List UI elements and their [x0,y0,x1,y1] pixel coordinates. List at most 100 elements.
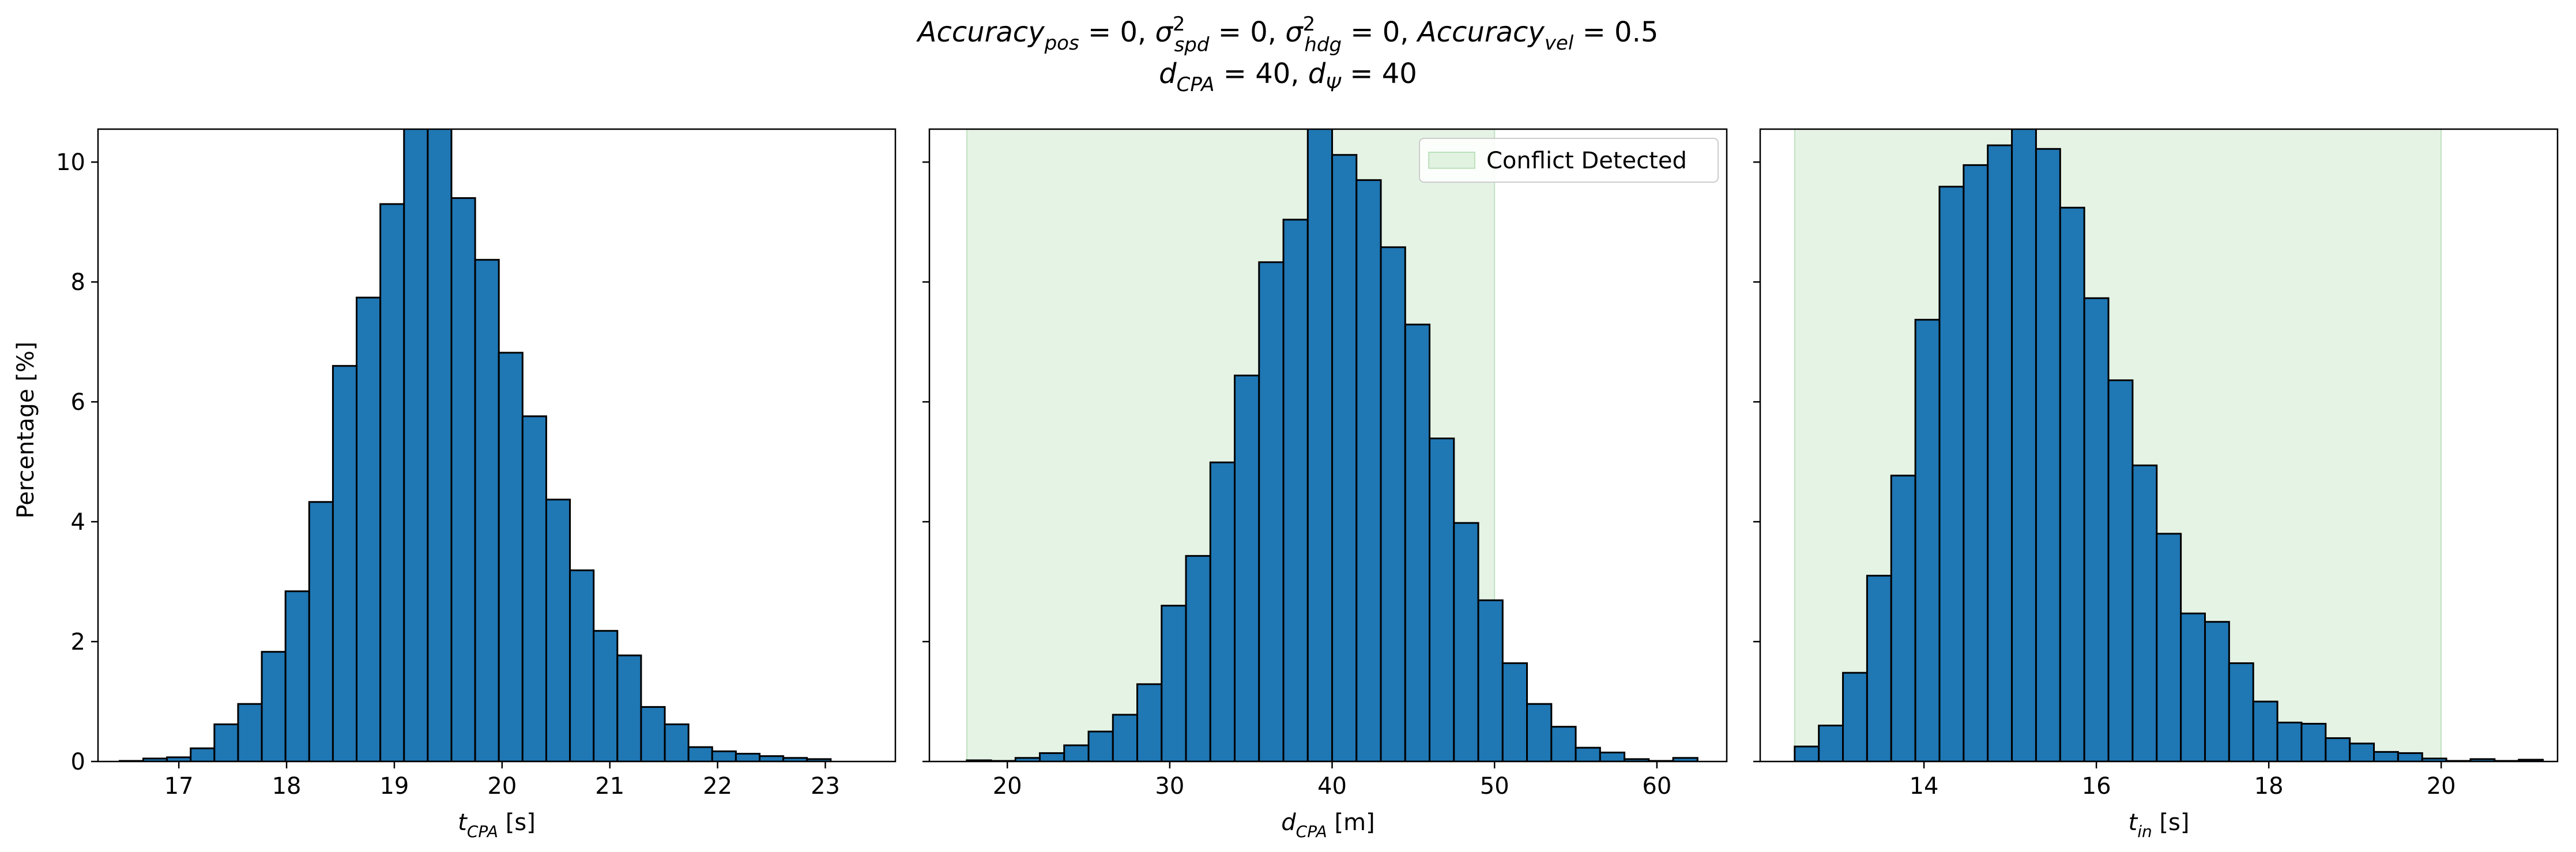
histogram-bar [2107,379,2134,761]
histogram-bar [664,723,690,761]
histogram-bar [450,197,476,761]
histogram-bar [308,501,334,761]
x-tick-label: 22 [703,773,732,800]
axes-frame [1759,128,2559,763]
y-tick-label: 6 [71,389,85,416]
plot-area [118,129,832,761]
histogram-bar [1429,438,1455,761]
histogram-bar [2204,621,2230,761]
legend: Conflict Detected [1419,138,1719,183]
histogram-bar [1039,752,1065,761]
histogram-bar [261,651,287,761]
x-tick-label: 20 [487,773,517,800]
histogram-bar [1963,164,1989,761]
histogram-bar [545,499,571,761]
y-tick-label: 2 [71,629,85,655]
x-axis-label-dcpa: dCPA​ [m] [1281,809,1374,841]
histogram-bar [2131,464,2158,761]
histogram-bar [616,654,642,761]
y-tick-label: 0 [71,749,85,775]
histogram-bar [2228,662,2254,761]
histogram-bar [213,723,239,761]
histogram-bar [759,755,785,761]
histogram-bar [2059,206,2085,761]
x-tick-label: 60 [1642,773,1671,800]
histogram-bar [2373,751,2399,761]
histogram-bar [1258,261,1285,761]
histogram-bar [2300,722,2327,761]
histogram-bar [687,746,713,761]
histogram-bar [1136,683,1163,761]
histogram-bar [1453,522,1479,761]
histogram-bar [1866,575,1892,761]
x-axis-label-tin: tin​ [s] [2129,809,2190,841]
histogram-bar [1477,599,1504,761]
x-tick-label: 20 [993,773,1022,800]
histogram-bar [593,629,619,761]
histogram-bar [1063,744,1090,761]
histogram-bar [1987,144,2013,761]
histogram-bar [427,129,453,761]
histogram-bar [1526,703,1553,761]
histogram-bar [1112,714,1139,761]
legend-swatch [1428,152,1475,169]
histogram-bar [190,747,216,761]
plot-area [966,129,1698,761]
histogram-bar [1161,605,1187,761]
histogram-panel-dcpa: 20 30 40 50 60 dCPA​ [m] Conflict Detected [922,128,1728,841]
histogram-bar [569,569,595,761]
histogram-bar [2011,129,2037,761]
x-tick-label: 18 [2254,773,2284,800]
legend-frame [1419,138,1719,183]
x-tick-label: 40 [1317,773,1347,800]
histogram-bar [498,352,524,761]
histogram-bar [1234,374,1260,761]
x-tick-label: 16 [2082,773,2111,800]
figure-title-line-2: dCPA​ = 40, dΨ​ = 40 [1159,58,1417,96]
x-axis-label-tcpa: tCPA​ [s] [458,809,536,841]
histogram-bar [1501,662,1528,761]
histogram-bar [1331,154,1358,761]
plot-area [1794,129,2544,761]
histogram-bar [1938,186,1965,761]
histogram-bar [2156,533,2182,761]
histogram-bar [735,752,761,761]
x-tick-label: 18 [272,773,302,800]
x-tick-label: 19 [379,773,409,800]
histogram-bar [1818,725,1844,761]
histogram-bar [1404,323,1431,761]
histogram-bar [1575,747,1601,761]
histogram-bar [1599,751,1626,761]
histogram-bar [711,750,737,761]
histogram-bar [2325,737,2351,761]
histogram-bar [356,296,382,761]
y-tick-label: 10 [56,149,85,176]
histogram-bar [1355,179,1382,761]
x-tick-label: 17 [164,773,194,800]
histogram-bar [1794,745,1820,761]
histogram-bar [1185,555,1211,761]
histogram-bar [2518,759,2544,761]
histogram-bar [1282,218,1309,761]
histogram-bar [474,259,500,761]
legend-label: Conflict Detected [1486,148,1687,174]
histogram-bar [2083,297,2110,761]
histogram-bar [1550,726,1577,761]
histogram-bar [1914,319,1941,761]
histogram-bar [2349,742,2375,761]
histogram-bar [2276,721,2303,761]
histogram-bar [1890,474,1916,761]
x-tick-label: 23 [811,773,840,800]
histogram-bar [284,590,310,761]
histogram-bar [332,365,358,761]
histogram-bar [1087,730,1114,761]
histogram-bar [1380,246,1406,761]
y-tick-label: 4 [71,509,85,536]
x-tick-label: 21 [595,773,624,800]
histogram-bar [1842,672,1868,761]
histogram-panel-tcpa: 17 18 19 20 21 22 23 0 2 4 6 8 10 tCPA​ [s] [56,128,897,841]
histogram-bar [237,703,263,761]
x-tick-label: 14 [1910,773,1939,800]
histogram-bar [1209,461,1236,761]
